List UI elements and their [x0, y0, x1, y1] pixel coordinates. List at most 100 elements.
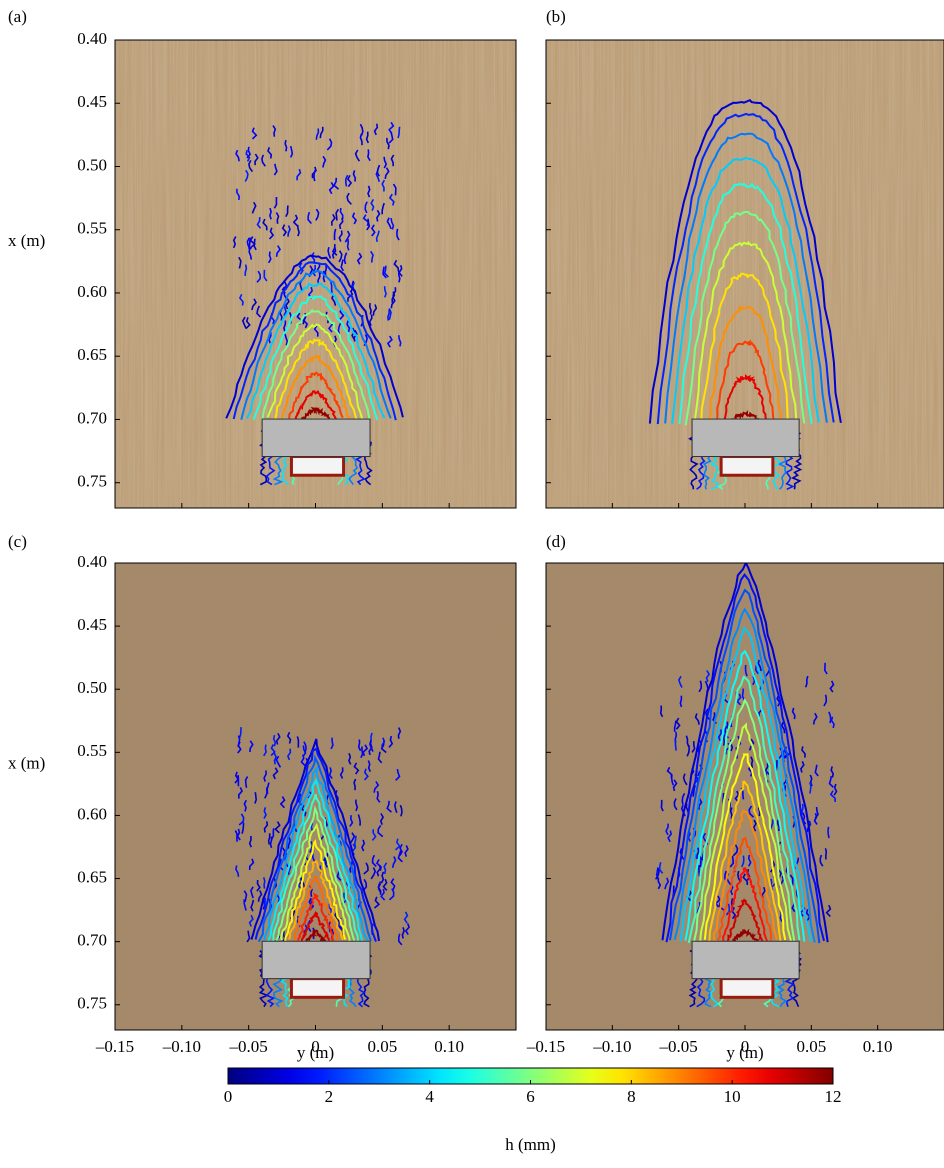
- contour-fragment: [353, 778, 357, 791]
- contour-fragment: [819, 854, 824, 867]
- contour-fragment: [309, 841, 314, 853]
- contour-fragment: [296, 736, 300, 748]
- contour-fragment: [673, 720, 677, 732]
- plate: [261, 940, 371, 980]
- contour-fragment: [289, 145, 294, 158]
- contour-fragment: [655, 867, 660, 880]
- contour-line: [272, 794, 360, 943]
- contour-fragment: [262, 877, 266, 889]
- contour-fragment: [243, 899, 247, 911]
- pit: [719, 455, 775, 477]
- contour-fragment: [330, 214, 336, 226]
- contour-line: [304, 929, 327, 944]
- contour-fragment: [823, 662, 828, 675]
- contour-fragment: [680, 804, 686, 817]
- contour-line: [297, 892, 335, 942]
- contour-fragment: [273, 163, 278, 176]
- contour-fragment: [381, 737, 386, 749]
- contour-line: [692, 697, 796, 943]
- contour-fragment: [828, 775, 834, 788]
- contour-fragment: [268, 331, 272, 344]
- colorbar-tick-label: 4: [425, 1087, 434, 1106]
- contour-fragment: [359, 123, 364, 136]
- contour-fragment: [805, 909, 811, 921]
- contour-fragment: [315, 128, 320, 140]
- contour-fragment: [370, 250, 374, 263]
- contour-fragment: [833, 783, 838, 796]
- contour-fragment: [251, 127, 258, 140]
- contour-fragment: [729, 807, 733, 819]
- contour-fragment: [249, 236, 256, 249]
- y-tick-label: 0.40: [77, 29, 107, 48]
- contour-fragment: [824, 848, 828, 860]
- contour-fragment: [383, 862, 388, 875]
- contour-fragment: [346, 175, 353, 188]
- contour-fragment: [333, 177, 340, 190]
- contour-fragment: [333, 228, 337, 241]
- contour-fragment: [667, 830, 672, 843]
- contour-fragment: [362, 214, 370, 226]
- contour-fragment: [346, 192, 352, 205]
- plate: [691, 418, 800, 458]
- contour-fragment: [725, 903, 731, 916]
- contour-fragment: [674, 739, 677, 751]
- contour-fragment: [781, 721, 786, 734]
- contour-fragment: [401, 927, 405, 939]
- contour-fragment: [269, 207, 272, 220]
- contour-fragment: [248, 858, 255, 871]
- contour-fragment: [273, 196, 278, 209]
- contour-fragment: [734, 790, 740, 803]
- y-tick-label: 0.65: [77, 345, 107, 364]
- contour-line: [664, 132, 828, 424]
- contour-line: [280, 822, 351, 944]
- contour-fragment: [349, 832, 356, 845]
- contour-fragment: [699, 855, 702, 868]
- contour-fragment: [388, 193, 395, 206]
- contour-fragment: [256, 217, 262, 229]
- x-tick-label: 0.05: [796, 1037, 826, 1056]
- contour-fragment: [376, 164, 381, 177]
- contour-fragment: [364, 201, 368, 214]
- contour-fragment: [809, 774, 813, 787]
- contour-fragment: [270, 828, 275, 840]
- contour-fragment: [272, 734, 277, 747]
- contour-fragment: [319, 126, 324, 139]
- contour-fragment: [238, 256, 242, 269]
- colorbar-tick-label: 8: [627, 1087, 636, 1106]
- contour-fragment: [380, 871, 385, 884]
- contour-fragment: [263, 269, 268, 282]
- contour-line: [656, 112, 835, 425]
- contour-line: [722, 867, 769, 943]
- contour-fragment: [272, 767, 279, 780]
- contour-fragment: [328, 182, 335, 195]
- y-tick-label: 0.50: [77, 155, 107, 174]
- contour-fragment: [382, 878, 388, 891]
- contour-line: [261, 308, 371, 420]
- contour-fragment: [399, 843, 403, 856]
- contour-fragment: [248, 159, 254, 173]
- contour-fragment: [287, 225, 291, 237]
- contour-line: [252, 295, 379, 421]
- contour-fragment: [244, 264, 248, 276]
- contour-fragment: [736, 693, 742, 706]
- contour-fragment: [381, 179, 386, 192]
- contour-fragment: [666, 766, 673, 779]
- x-tick-label: 0.05: [367, 1037, 397, 1056]
- colorbar-tick-label: 10: [724, 1087, 741, 1106]
- contour-fragment: [317, 272, 321, 285]
- contour-fragment: [232, 236, 237, 249]
- contour-fragment: [388, 131, 394, 144]
- contour-fragment: [335, 208, 340, 221]
- x-axis-label: y (m): [726, 1043, 763, 1062]
- contour-fragment: [367, 185, 371, 198]
- panel: 0.40 0.45 0.50 0.55 0.60 0.65 0.70 0.75 (a) x (m): [8, 7, 517, 509]
- contour-fragment: [337, 322, 342, 335]
- contour-fragment: [675, 717, 681, 730]
- contour-fragment: [267, 833, 271, 845]
- contour-fragment: [263, 821, 269, 833]
- contour-fragment: [257, 890, 263, 902]
- contour-fragment: [287, 836, 292, 849]
- contour-fragment: [660, 799, 664, 812]
- contour-fragment: [814, 806, 819, 819]
- contour-line: [671, 156, 820, 424]
